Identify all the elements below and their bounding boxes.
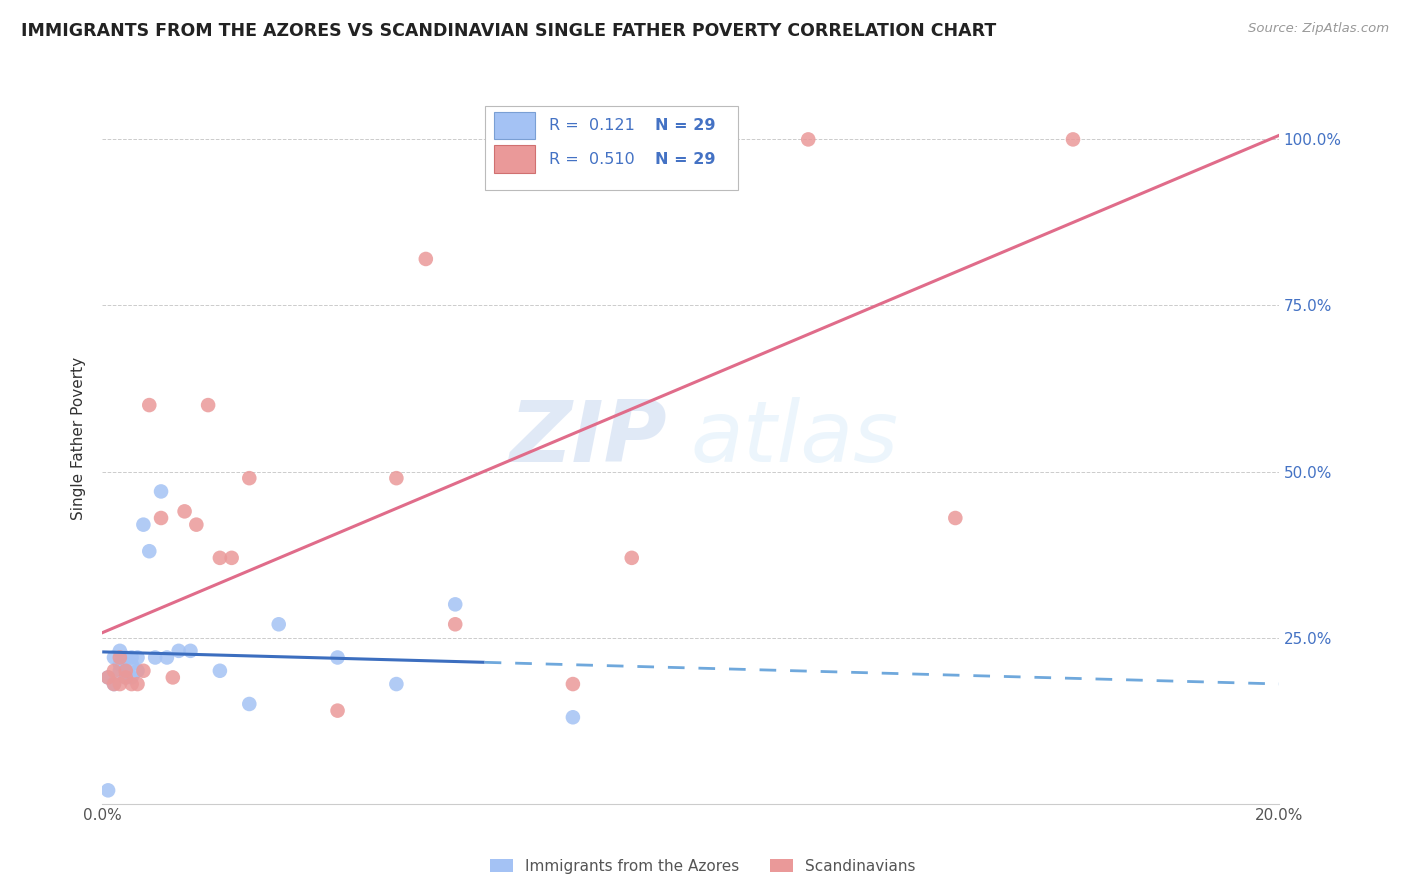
Point [162,670,184,684]
Text: Source: ZipAtlas.com: Source: ZipAtlas.com [1249,22,1389,36]
Point [108,677,131,691]
Point [444,617,467,632]
Text: R =  0.121: R = 0.121 [550,118,636,133]
Point [150,484,173,499]
Point [127,664,149,678]
Text: ZIP: ZIP [509,397,666,480]
Point [114,670,136,684]
Point [797,132,820,146]
Point [186,517,208,532]
Bar [494,112,536,139]
Legend: Immigrants from the Azores, Scandinavians: Immigrants from the Azores, Scandinavian… [484,853,922,880]
Point [97,670,120,684]
Point [103,677,125,691]
Point [114,664,136,678]
Point [132,664,155,678]
Point [121,677,143,691]
Point [127,677,149,691]
Point [150,511,173,525]
Point [114,664,136,678]
Point [415,252,437,266]
Point [267,617,290,632]
Text: IMMIGRANTS FROM THE AZORES VS SCANDINAVIAN SINGLE FATHER POVERTY CORRELATION CHA: IMMIGRANTS FROM THE AZORES VS SCANDINAVI… [21,22,997,40]
Point [143,650,166,665]
Point [108,650,131,665]
Text: R =  0.510: R = 0.510 [550,152,636,167]
Point [620,550,643,565]
Point [385,471,408,485]
Point [167,644,190,658]
Point [114,670,136,684]
Y-axis label: Single Father Poverty: Single Father Poverty [72,357,86,520]
Point [173,504,195,518]
Point [97,670,120,684]
Point [385,677,408,691]
Point [156,650,179,665]
Point [138,544,160,558]
Point [197,398,219,412]
Point [238,697,260,711]
Point [121,650,143,665]
Text: N = 29: N = 29 [655,152,716,167]
Point [561,677,583,691]
Point [561,710,583,724]
Point [108,644,131,658]
Point [326,650,349,665]
Point [138,398,160,412]
Point [132,517,155,532]
Point [208,550,231,565]
Point [103,677,125,691]
Point [326,704,349,718]
Point [108,664,131,678]
Point [221,550,243,565]
Bar [494,145,536,173]
FancyBboxPatch shape [485,106,738,190]
Point [103,650,125,665]
Point [97,783,120,797]
Point [103,664,125,678]
Point [127,650,149,665]
Point [444,598,467,612]
Point [114,650,136,665]
Point [679,132,702,146]
Point [121,657,143,672]
Point [943,511,966,525]
Point [208,664,231,678]
Point [121,670,143,684]
Text: atlas: atlas [690,397,898,480]
Point [108,657,131,672]
Text: N = 29: N = 29 [655,118,716,133]
Point [179,644,201,658]
Point [1062,132,1084,146]
Point [238,471,260,485]
